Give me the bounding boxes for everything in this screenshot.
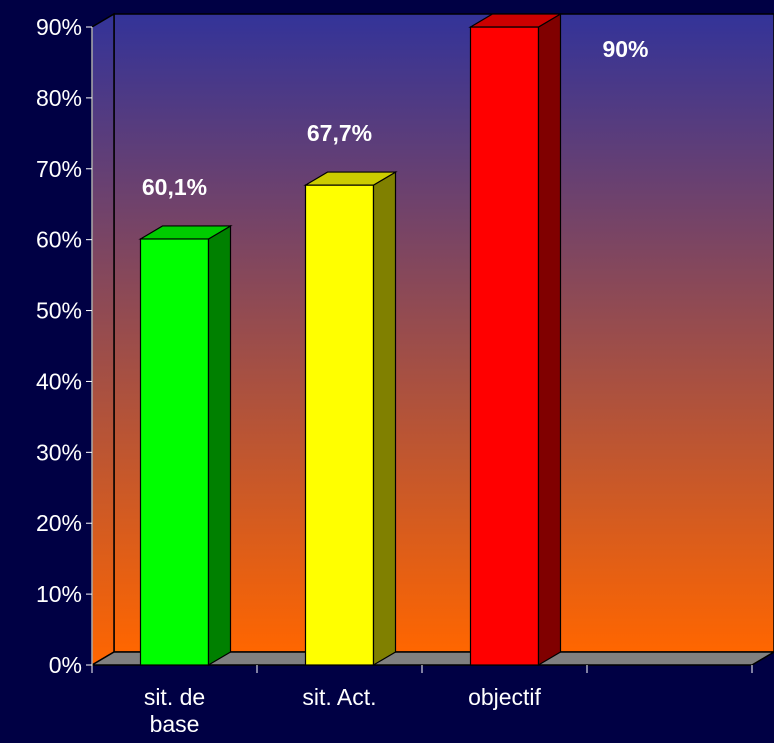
y-tick-label: 0% <box>49 652 82 678</box>
y-tick-label: 80% <box>36 85 82 111</box>
data-label: 60,1% <box>142 174 207 200</box>
y-tick-label: 70% <box>36 156 82 182</box>
side-wall <box>92 14 114 665</box>
data-label: 90% <box>602 36 648 62</box>
y-tick-label: 20% <box>36 510 82 536</box>
bar-front <box>141 239 209 665</box>
category-label: sit. Act. <box>302 684 376 710</box>
y-tick-label: 60% <box>36 227 82 253</box>
bar-side <box>539 14 561 665</box>
bar-front <box>306 185 374 665</box>
data-label: 67,7% <box>307 120 372 146</box>
bar-front <box>471 27 539 665</box>
category-label: sit. de <box>144 684 205 710</box>
bar-side <box>209 226 231 665</box>
y-tick-label: 90% <box>36 14 82 40</box>
bar-side <box>374 172 396 665</box>
y-tick-label: 10% <box>36 581 82 607</box>
y-tick-label: 40% <box>36 368 82 394</box>
y-tick-label: 30% <box>36 439 82 465</box>
category-label: base <box>150 711 200 737</box>
y-tick-label: 50% <box>36 298 82 324</box>
category-label: objectif <box>468 684 541 710</box>
